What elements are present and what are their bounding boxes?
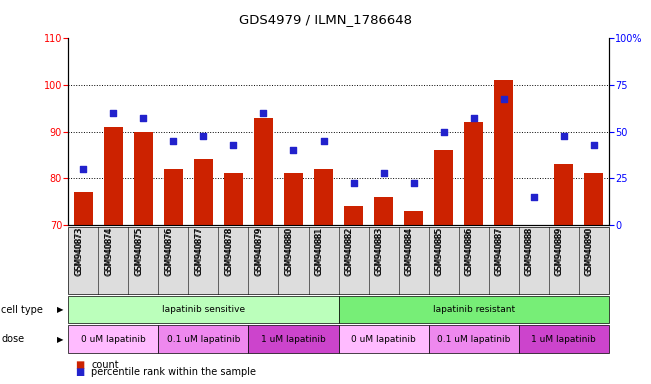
Text: percentile rank within the sample: percentile rank within the sample	[91, 367, 256, 377]
Point	[438, 128, 449, 135]
Point	[229, 142, 239, 149]
Bar	[284, 174, 303, 225]
Point	[318, 138, 329, 144]
Text: 0 uM lapatinib: 0 uM lapatinib	[351, 334, 416, 344]
Text: GSM940883: GSM940883	[374, 228, 383, 276]
Text: GSM940886: GSM940886	[465, 228, 474, 276]
Text: GSM940882: GSM940882	[344, 228, 353, 276]
Bar	[494, 80, 514, 225]
Text: GSM940889: GSM940889	[555, 228, 564, 276]
Text: GSM940875: GSM940875	[134, 228, 143, 276]
Point	[78, 166, 89, 172]
Text: GSM940890: GSM940890	[585, 227, 594, 275]
Text: GSM940878: GSM940878	[225, 228, 234, 276]
Bar	[344, 206, 363, 225]
Text: 0 uM lapatinib: 0 uM lapatinib	[81, 334, 146, 344]
Text: GSM940877: GSM940877	[195, 227, 203, 275]
Text: GSM940888: GSM940888	[525, 227, 534, 275]
Bar	[464, 122, 483, 225]
Bar	[254, 118, 273, 225]
Text: GSM940879: GSM940879	[255, 227, 264, 275]
Text: 0.1 uM lapatinib: 0.1 uM lapatinib	[167, 334, 240, 344]
Text: lapatinib resistant: lapatinib resistant	[432, 305, 515, 314]
Text: GSM940890: GSM940890	[585, 228, 594, 276]
Point	[529, 194, 539, 200]
Point	[499, 96, 509, 102]
Text: GSM940889: GSM940889	[555, 227, 564, 275]
Bar	[374, 197, 393, 225]
Text: GSM940878: GSM940878	[225, 227, 234, 275]
Text: GSM940888: GSM940888	[525, 228, 534, 276]
Bar	[404, 211, 423, 225]
Point	[559, 133, 569, 139]
Text: GSM940873: GSM940873	[74, 228, 83, 276]
Bar	[194, 159, 213, 225]
Text: GSM940876: GSM940876	[165, 227, 173, 275]
Point	[138, 114, 148, 121]
Text: ▶: ▶	[57, 334, 64, 344]
Text: 1 uM lapatinib: 1 uM lapatinib	[531, 334, 596, 344]
Text: ■: ■	[75, 367, 84, 377]
Point	[258, 110, 269, 116]
Text: GSM940875: GSM940875	[134, 227, 143, 275]
Point	[378, 170, 389, 177]
Text: GSM940879: GSM940879	[255, 228, 264, 276]
Bar	[74, 192, 93, 225]
Point	[168, 138, 178, 144]
Point	[348, 180, 359, 186]
Text: GSM940887: GSM940887	[495, 227, 504, 275]
Text: GSM940877: GSM940877	[195, 228, 203, 276]
Text: GSM940873: GSM940873	[74, 227, 83, 275]
Point	[108, 110, 118, 116]
Text: cell type: cell type	[1, 305, 43, 314]
Text: GSM940882: GSM940882	[344, 227, 353, 275]
Text: GSM940880: GSM940880	[284, 228, 294, 276]
Text: GSM940881: GSM940881	[314, 227, 324, 275]
Point	[198, 133, 208, 139]
Point	[589, 142, 599, 149]
Text: GSM940881: GSM940881	[314, 228, 324, 276]
Text: GSM940885: GSM940885	[435, 228, 443, 276]
Text: GSM940876: GSM940876	[165, 228, 173, 276]
Text: ■: ■	[75, 360, 84, 370]
Point	[469, 114, 479, 121]
Text: GSM940884: GSM940884	[404, 228, 413, 276]
Bar	[584, 174, 603, 225]
Text: GSM940874: GSM940874	[104, 228, 113, 276]
Text: GSM940884: GSM940884	[404, 227, 413, 275]
Text: 1 uM lapatinib: 1 uM lapatinib	[261, 334, 326, 344]
Bar	[224, 174, 243, 225]
Bar	[133, 131, 153, 225]
Text: GDS4979 / ILMN_1786648: GDS4979 / ILMN_1786648	[239, 13, 412, 26]
Text: GSM940883: GSM940883	[374, 227, 383, 275]
Text: GSM940886: GSM940886	[465, 227, 474, 275]
Text: GSM940874: GSM940874	[104, 227, 113, 275]
Point	[408, 180, 419, 186]
Text: GSM940885: GSM940885	[435, 227, 443, 275]
Bar	[314, 169, 333, 225]
Text: GSM940887: GSM940887	[495, 228, 504, 276]
Bar	[163, 169, 183, 225]
Text: ▶: ▶	[57, 305, 64, 314]
Bar	[554, 164, 574, 225]
Bar	[104, 127, 123, 225]
Text: dose: dose	[1, 334, 25, 344]
Point	[288, 147, 299, 153]
Bar	[434, 150, 453, 225]
Text: 0.1 uM lapatinib: 0.1 uM lapatinib	[437, 334, 510, 344]
Text: GSM940880: GSM940880	[284, 227, 294, 275]
Text: count: count	[91, 360, 118, 370]
Text: lapatinib sensitive: lapatinib sensitive	[162, 305, 245, 314]
